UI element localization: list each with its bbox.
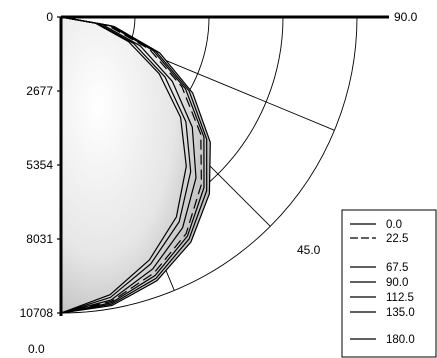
legend-label-5: 135.0 [386,307,415,319]
radial-tick-label-1: 2677 [26,84,53,98]
legend-box [341,209,437,358]
legend-label-3: 90.0 [386,277,408,289]
legend-label-4: 112.5 [386,292,414,304]
legend-label-0: 0.0 [386,219,402,231]
series-curves [60,16,211,314]
legend-label-6: 180.0 [386,334,415,346]
series-curve-67-5 [60,16,197,314]
radial-tick-label-3: 8031 [26,232,53,246]
series-curve-112-5 [60,16,187,314]
angle-label-45: 45.0 [297,243,321,257]
legend: 0.0 22.5 67.5 90.0 112.5 135.0 180.0 [341,209,437,358]
axes [59,15,389,316]
candela-envelope [61,17,211,313]
radial-tick-labels: 0 2677 5354 8031 10708 [20,10,61,320]
series-curve-180-0 [60,16,205,314]
angle-label-0: 0.0 [28,342,45,356]
envelope-fill [61,17,211,313]
legend-label-2: 67.5 [386,262,408,274]
series-curve-135-0 [60,16,211,314]
radial-tick-label-0: 0 [46,10,53,24]
angle-label-90: 90.0 [394,10,418,24]
series-curve-22-5 [60,16,203,314]
radial-tick-label-4: 10708 [20,306,54,320]
legend-label-1: 22.5 [386,233,408,245]
series-curve-90-0 [60,16,192,314]
radial-tick-label-2: 5354 [26,158,53,172]
